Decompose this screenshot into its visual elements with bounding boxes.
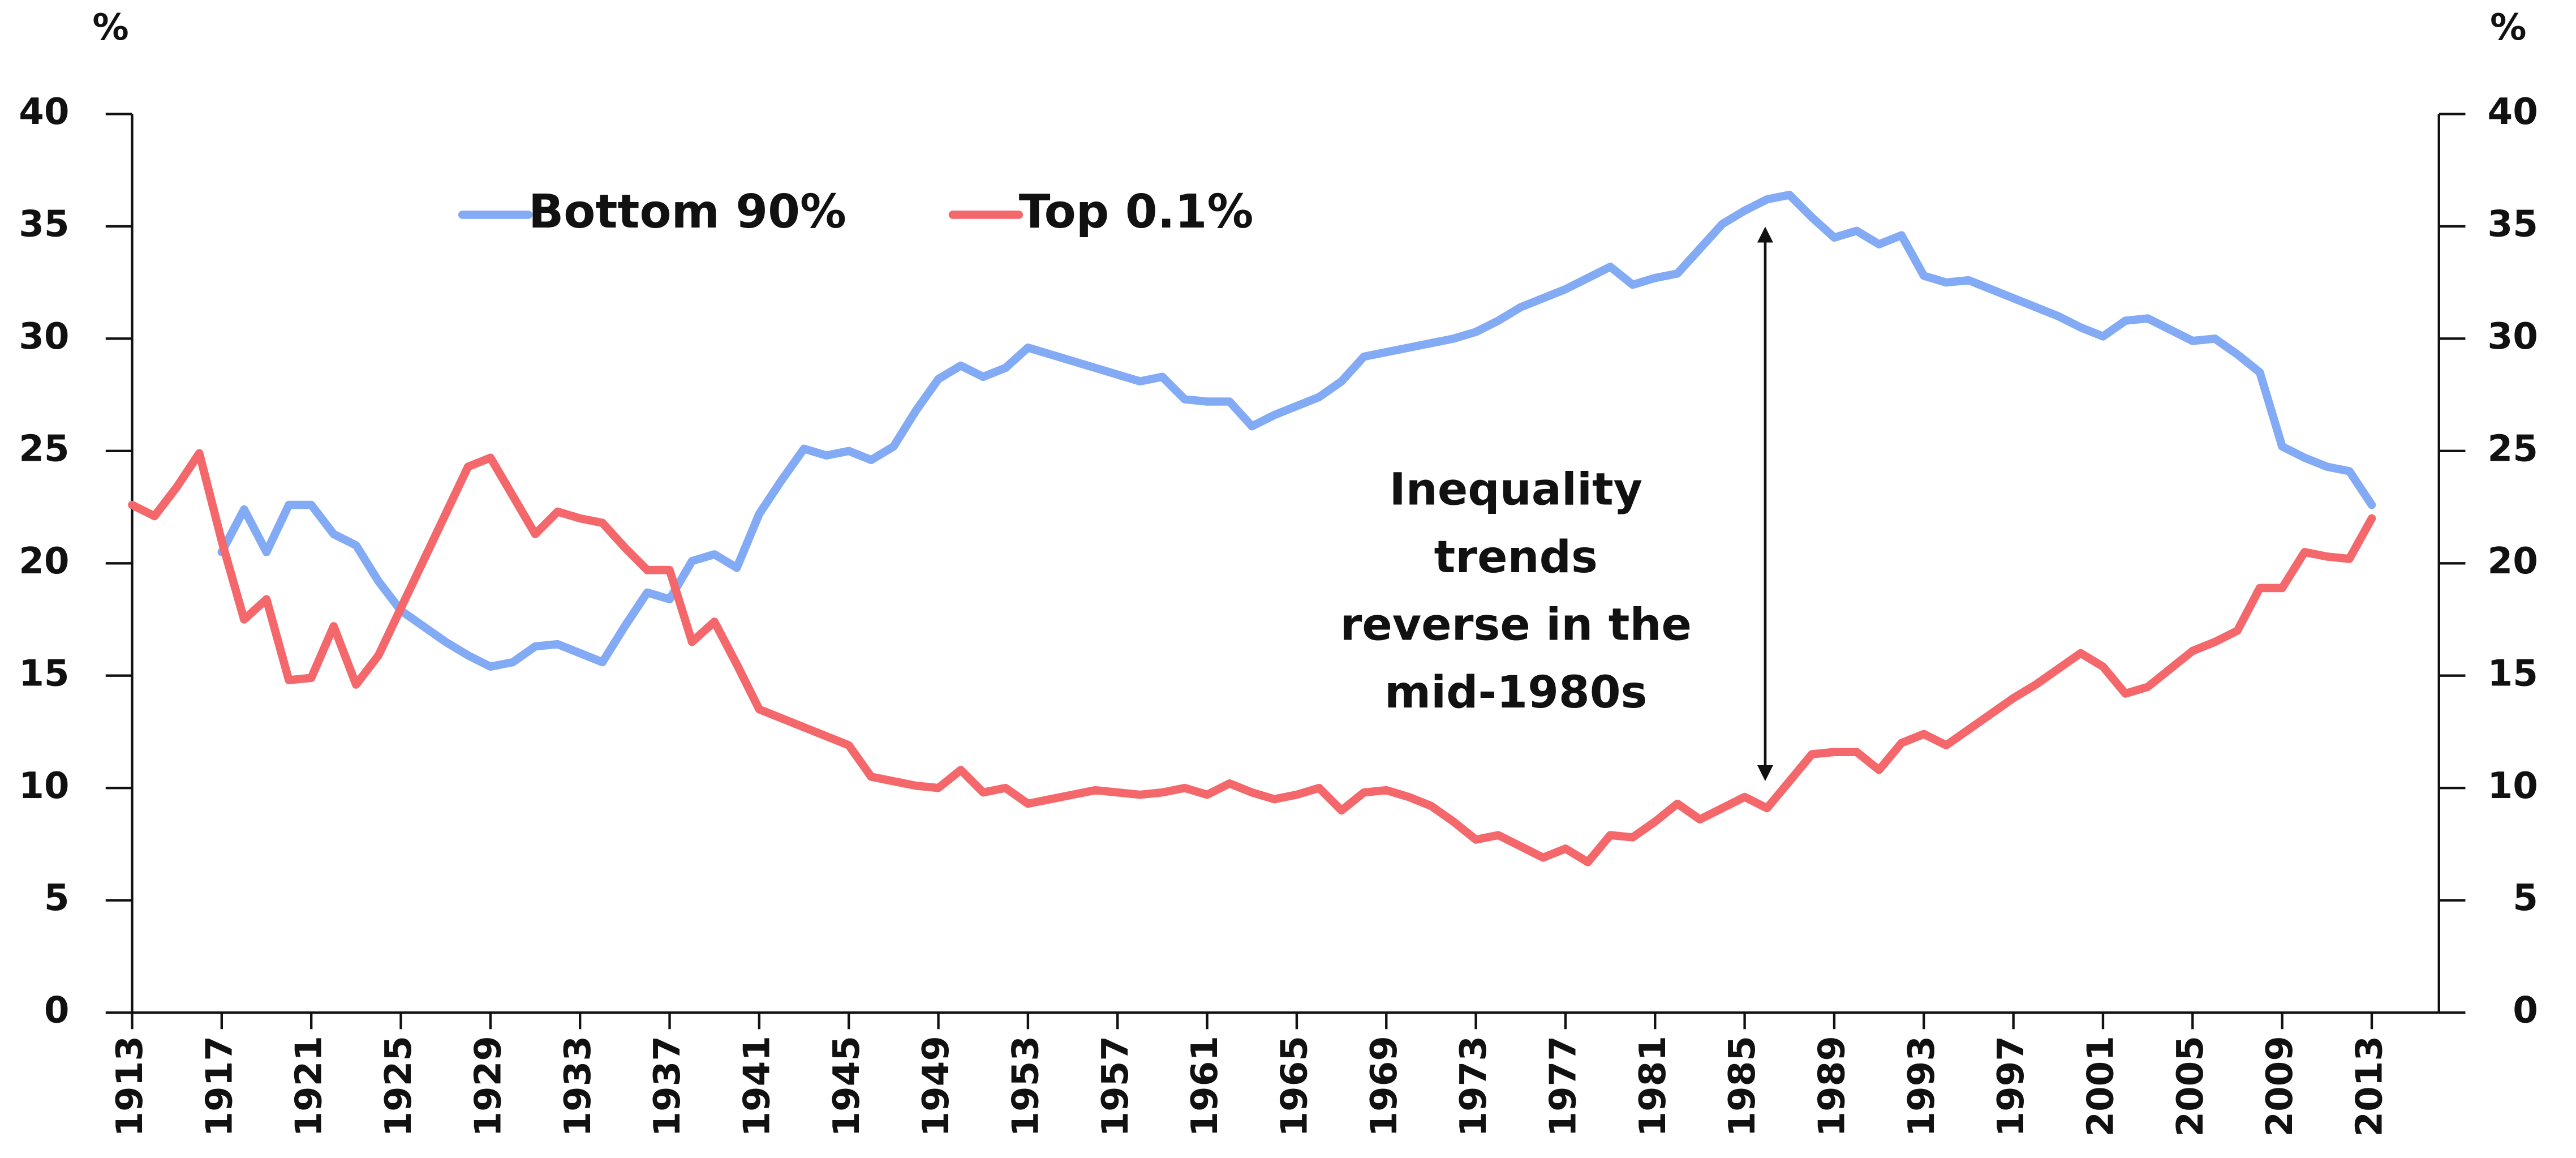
y-tick-label: 15: [19, 652, 69, 694]
x-tick-label: 2001: [2080, 1036, 2122, 1137]
x-tick-label: 1929: [467, 1036, 509, 1137]
x-tick-label: 1921: [288, 1036, 330, 1137]
x-tick-label: 1993: [1900, 1036, 1943, 1137]
x-tick-label: 1933: [557, 1036, 599, 1137]
y2-tick-label: 10: [2488, 765, 2538, 807]
x-tick-label: 1961: [1184, 1036, 1226, 1137]
x-tick-label: 1937: [646, 1036, 689, 1137]
x-tick-label: 1917: [198, 1036, 240, 1137]
annotation-text: mid-1980s: [1384, 666, 1647, 718]
x-tick-label: 2005: [2169, 1036, 2212, 1137]
x-tick-label: 1977: [1542, 1036, 1584, 1137]
y-tick-label: 0: [44, 989, 70, 1032]
annotation-text: Inequality: [1389, 463, 1642, 515]
y-tick-label: 25: [19, 427, 69, 470]
y-tick-label: 30: [19, 315, 69, 358]
x-tick-label: 1997: [1990, 1036, 2032, 1137]
x-tick-label: 1925: [377, 1036, 420, 1137]
annotation-text: trends: [1434, 531, 1598, 583]
x-tick-label: 1949: [915, 1036, 957, 1137]
y-tick-label: 40: [19, 91, 69, 133]
y-tick-label: 20: [19, 540, 69, 582]
data-line: [217, 191, 2376, 671]
x-tick-label: 1973: [1452, 1036, 1495, 1137]
x-tick-label: 1989: [1811, 1036, 1853, 1137]
legend-label: Top 0.1%: [1019, 185, 1254, 239]
x-tick-label: 1981: [1632, 1036, 1674, 1137]
y-axis-label: %: [92, 6, 128, 49]
x-tick-label: 1969: [1363, 1036, 1405, 1137]
y2-tick-label: 40: [2488, 91, 2538, 133]
annotation-text: reverse in the: [1340, 599, 1692, 651]
y2-tick-label: 35: [2488, 203, 2538, 245]
x-tick-label: 1965: [1273, 1036, 1315, 1137]
x-tick-label: 1953: [1004, 1036, 1047, 1137]
x-tick-label: 1957: [1094, 1036, 1137, 1137]
y2-axis-label: %: [2490, 6, 2526, 49]
x-tick-label: 2009: [2259, 1036, 2301, 1137]
y2-tick-label: 30: [2488, 315, 2538, 358]
y2-tick-label: 25: [2488, 427, 2538, 470]
x-tick-label: 1985: [1721, 1036, 1764, 1137]
x-tick-label: 1941: [736, 1036, 778, 1137]
legend-label: Bottom 90%: [528, 185, 846, 239]
y-tick-label: 5: [44, 877, 70, 919]
y2-tick-label: 20: [2488, 540, 2538, 582]
x-tick-label: 1913: [109, 1036, 151, 1137]
y2-tick-label: 0: [2513, 989, 2538, 1032]
data-line: [128, 449, 2376, 867]
y2-tick-label: 15: [2488, 652, 2538, 694]
y2-tick-label: 5: [2513, 877, 2538, 919]
x-tick-label: 1945: [825, 1036, 868, 1137]
y-tick-label: 10: [19, 765, 69, 807]
x-tick-label: 2013: [2349, 1036, 2391, 1137]
y-tick-label: 35: [19, 203, 69, 245]
